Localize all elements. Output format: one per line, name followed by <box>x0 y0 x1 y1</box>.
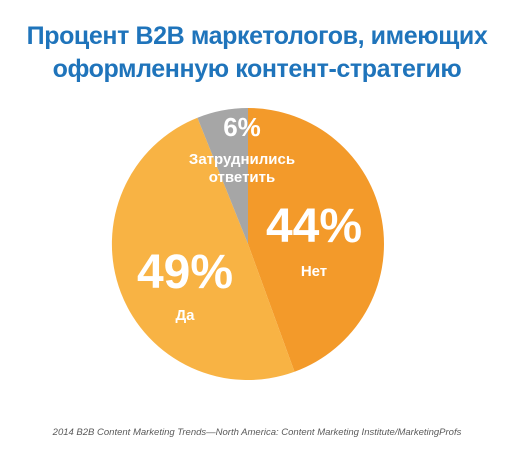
chart-title: Процент B2B маркетологов, имеющих оформл… <box>0 20 514 86</box>
pie-slice-2 <box>197 108 248 244</box>
chart-title-line-2: оформленную контент-стратегию <box>52 55 462 83</box>
data-label-name-0: Нет <box>301 263 327 280</box>
data-label-name-1: Да <box>175 307 195 324</box>
data-label-value-0: 44% <box>266 200 362 253</box>
data-label-value-1: 49% <box>137 246 233 299</box>
data-label-name-2-line-1: ответить <box>209 169 275 186</box>
data-label-name-2-line-0: Затруднились <box>189 151 295 168</box>
pie-slice-1 <box>111 117 295 381</box>
pie-slices <box>111 108 385 381</box>
pie-slice-0 <box>248 108 385 372</box>
source-note: 2014 B2B Content Marketing Trends—North … <box>52 427 462 438</box>
chart-title-line-1: Процент B2B маркетологов, имеющих <box>26 22 488 50</box>
data-label-value-2: 6% <box>223 112 261 142</box>
